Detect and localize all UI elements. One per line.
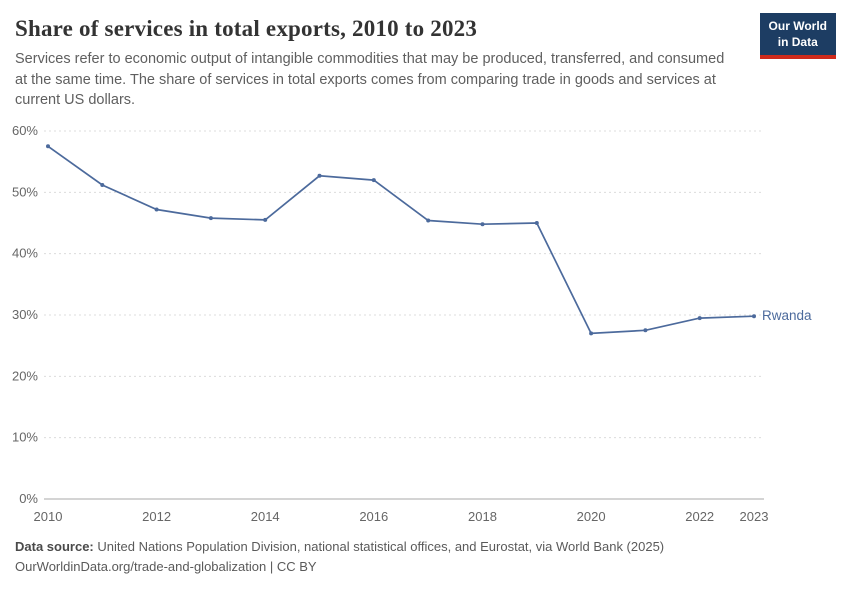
y-tick-label: 30% (12, 307, 38, 322)
data-point (263, 217, 268, 222)
y-tick-label: 40% (12, 245, 38, 260)
x-tick-label: 2018 (468, 509, 497, 524)
x-tick-label: 2023 (740, 509, 769, 524)
data-point (371, 177, 376, 182)
y-tick-label: 60% (12, 123, 38, 138)
logo-line-1: Our World (768, 19, 827, 33)
data-source-line: Data source: United Nations Population D… (15, 537, 835, 557)
chart-header: Share of services in total exports, 2010… (0, 0, 850, 111)
data-point (317, 173, 322, 178)
x-tick-label: 2012 (142, 509, 171, 524)
logo-line-2: in Data (777, 34, 818, 49)
data-point (589, 331, 594, 336)
owid-logo: Our World in Data (759, 13, 836, 60)
line-chart: 0% 10% 20% 30% 40% 50% 60% 2010 2012 2014 2016 2018… (12, 123, 812, 524)
x-tick-label: 2020 (577, 509, 606, 524)
data-source-text: United Nations Population Division, nati… (97, 538, 665, 554)
data-point (100, 182, 105, 187)
data-point (480, 221, 485, 226)
x-tick-label: 2010 (34, 509, 63, 524)
chart-footer: Data source: United Nations Population D… (0, 529, 850, 577)
y-tick-label: 20% (12, 368, 38, 383)
y-tick-label: 0% (19, 491, 38, 506)
chart-subtitle: Services refer to economic output of int… (15, 51, 725, 109)
data-point (154, 207, 159, 212)
data-point (46, 144, 50, 149)
data-point (752, 313, 756, 318)
credit-line[interactable]: OurWorldinData.org/trade-and-globalizati… (15, 558, 317, 574)
data-point (208, 215, 213, 220)
data-source-label: Data source: (15, 538, 94, 554)
y-tick-label: 50% (12, 184, 38, 199)
chart-title: Share of services in total exports, 2010… (15, 16, 478, 41)
data-line (47, 145, 755, 335)
x-tick-label: 2016 (359, 509, 388, 524)
data-point (643, 328, 648, 333)
y-tick-label: 10% (12, 429, 38, 444)
series-end-label: Rwanda (762, 308, 812, 323)
x-tick-label: 2014 (251, 509, 280, 524)
data-point (697, 315, 702, 320)
data-point (534, 220, 539, 225)
data-point (426, 218, 431, 223)
x-tick-label: 2022 (685, 509, 714, 524)
